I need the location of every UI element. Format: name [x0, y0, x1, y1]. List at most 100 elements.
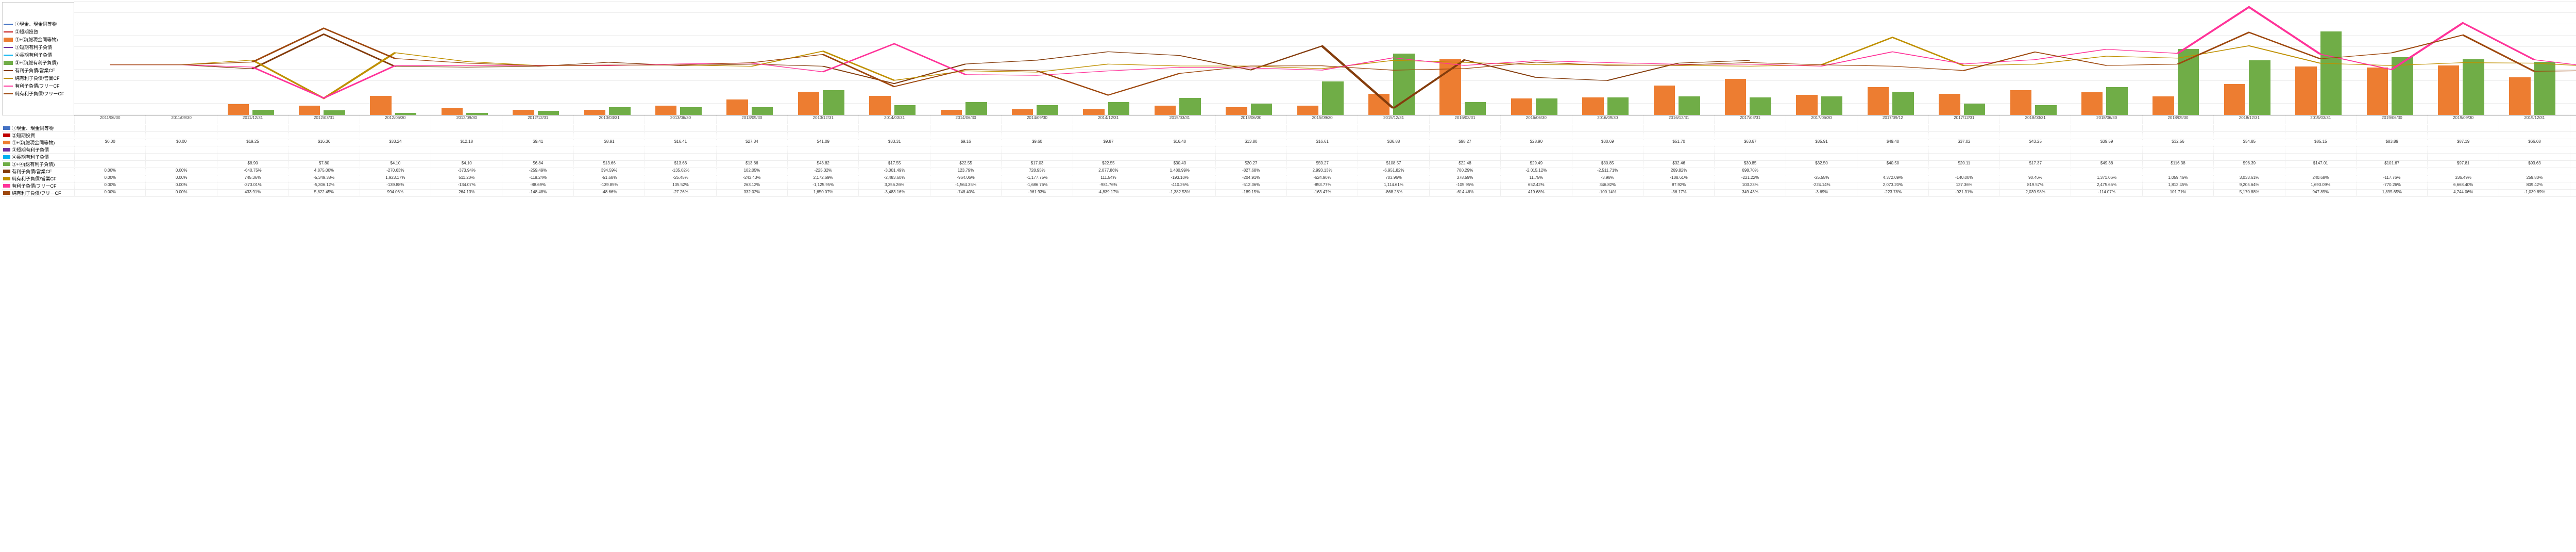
table-cell: -568.96% [2570, 182, 2576, 190]
table-cell [930, 146, 1001, 154]
table-cell: $17.03 [1001, 161, 1072, 168]
table-cell: $27.34 [716, 139, 787, 146]
table-cell [2356, 125, 2427, 132]
table-cell: -139.85% [573, 182, 645, 190]
table-cell: -512.36% [1215, 182, 1286, 190]
table-cell: 346.82% [1572, 182, 1643, 190]
table-cell: 780.29% [1429, 168, 1500, 175]
table-cell [858, 132, 929, 139]
table-cell: $32.46 [1643, 161, 1714, 168]
table-cell [2499, 125, 2570, 132]
table-cell: $43.25 [1999, 139, 2071, 146]
table-cell: $41.09 [787, 139, 858, 146]
table-cell [2499, 146, 2570, 154]
table-cell [2570, 154, 2576, 161]
table-cell [1500, 154, 1571, 161]
table-cell: -36.17% [1643, 190, 1714, 197]
table-cell [145, 154, 216, 161]
table-cell [1572, 132, 1643, 139]
table-cell: $147.01 [2285, 161, 2356, 168]
x-axis-label: 2019/06/30 [2356, 115, 2427, 124]
table-cell: $66.68 [2499, 139, 2570, 146]
table-cell [217, 154, 288, 161]
legend-item: 有利子負債/営業CF [4, 67, 73, 74]
table-cell [217, 132, 288, 139]
table-cell [1643, 154, 1714, 161]
table-cell [716, 125, 787, 132]
table-cell [645, 154, 716, 161]
table-cell: -1,039.89% [2499, 190, 2570, 197]
table-cell [1786, 146, 1857, 154]
table-cell: -2,511.71% [1572, 168, 1643, 175]
table-cell: $13.66 [573, 161, 645, 168]
table-cell: $4.10 [360, 161, 431, 168]
table-cell: -3.98% [1572, 175, 1643, 182]
table-cell: -25.55% [1786, 175, 1857, 182]
table-cell [2427, 168, 2498, 175]
table-cell: -117.76% [2356, 175, 2427, 182]
table-cell [1215, 154, 1286, 161]
table-cell [2071, 146, 2142, 154]
table-cell [1358, 125, 1429, 132]
table-cell [217, 146, 288, 154]
table-row-label: 有利子負債/営業CF [2, 168, 74, 175]
table-cell: 1,650.07% [787, 190, 858, 197]
table-cell: 1,480.99% [1144, 168, 1215, 175]
table-cell [145, 125, 216, 132]
table-cell: $12.18 [431, 139, 502, 146]
x-axis-label: 2017/03/31 [1714, 115, 1785, 124]
table-cell: $39.59 [2071, 139, 2142, 146]
table-cell: $13.66 [645, 161, 716, 168]
table-cell [1643, 132, 1714, 139]
table-cell: -193.10% [1144, 175, 1215, 182]
table-cell: -25.45% [645, 175, 716, 182]
table-cell: $37.02 [1928, 139, 1999, 146]
table-row-label: 純有利子負債/フリーCF [2, 190, 74, 197]
legend-item: 純有利子負債/フリーCF [4, 90, 73, 97]
table-cell [2570, 146, 2576, 154]
table-row-label: ④長期有利子負債 [2, 154, 74, 161]
table-cell: 819.57% [1999, 182, 2071, 190]
table-cell: $17.55 [858, 161, 929, 168]
table-cell: -118.24% [502, 175, 573, 182]
table-cell: -3.69% [1786, 190, 1857, 197]
table-cell [1714, 125, 1785, 132]
table-cell: $16.61 [1286, 139, 1358, 146]
table-cell: $85.15 [2285, 139, 2356, 146]
x-axis-label: 2019/09/30 [2427, 115, 2498, 124]
table-cell [645, 132, 716, 139]
table-cell: $9.41 [502, 139, 573, 146]
table-cell [217, 125, 288, 132]
legend-item: ①+②(総現金同等物) [4, 36, 73, 43]
table-cell: 745.36% [217, 175, 288, 182]
table-cell: $0.00 [145, 139, 216, 146]
table-cell [2071, 125, 2142, 132]
table-cell [645, 146, 716, 154]
table-cell [716, 146, 787, 154]
x-axis-label: 2016/06/30 [1500, 115, 1571, 124]
table-cell: 4,744.06% [2427, 190, 2498, 197]
table-cell [1286, 125, 1358, 132]
table-cell: -5,306.12% [288, 182, 359, 190]
table-cell: 994.06% [360, 190, 431, 197]
x-axis-label: 2014/12/31 [1073, 115, 1144, 124]
table-cell [288, 125, 359, 132]
table-cell: 1,114.61% [1358, 182, 1429, 190]
table-row-label: ①+②(総現金同等物) [2, 139, 74, 146]
x-axis-label: 2014/09/30 [1001, 115, 1072, 124]
x-axis-label: 2011/06/30 [74, 115, 145, 124]
table-row [74, 125, 2576, 132]
table-cell [1001, 146, 1072, 154]
table-cell: 2,993.13% [1286, 168, 1358, 175]
table-cell: 111.54% [1073, 175, 1144, 182]
table-cell [2427, 125, 2498, 132]
table-cell: -259.49% [502, 168, 573, 175]
table-cell [145, 146, 216, 154]
table-cell: 259.80% [2499, 175, 2570, 182]
table-row-label: 純有利子負債/営業CF [2, 175, 74, 182]
table-cell [858, 154, 929, 161]
table-cell: $59.27 [1286, 161, 1358, 168]
table-cell: 433.91% [217, 190, 288, 197]
table-cell [2356, 154, 2427, 161]
table-cell [1714, 154, 1785, 161]
